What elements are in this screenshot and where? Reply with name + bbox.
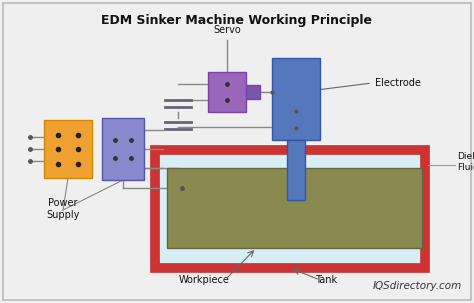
Bar: [208, 72, 246, 112]
Bar: [44, 120, 92, 178]
Bar: [102, 118, 144, 180]
Text: Servo: Servo: [213, 25, 241, 35]
Text: IQSdirectory.com: IQSdirectory.com: [373, 281, 462, 291]
Bar: [246, 85, 260, 99]
Text: Power
Supply: Power Supply: [46, 198, 80, 220]
Text: EDM Sinker Machine Working Principle: EDM Sinker Machine Working Principle: [101, 14, 373, 27]
Text: Workpiece: Workpiece: [179, 275, 230, 285]
Text: Dielectric
Fluid: Dielectric Fluid: [457, 152, 474, 172]
Text: Electrode: Electrode: [375, 78, 421, 88]
Bar: [167, 168, 422, 248]
Bar: [155, 150, 425, 268]
Bar: [272, 58, 320, 140]
Text: Tank: Tank: [315, 275, 337, 285]
Bar: [287, 140, 305, 200]
